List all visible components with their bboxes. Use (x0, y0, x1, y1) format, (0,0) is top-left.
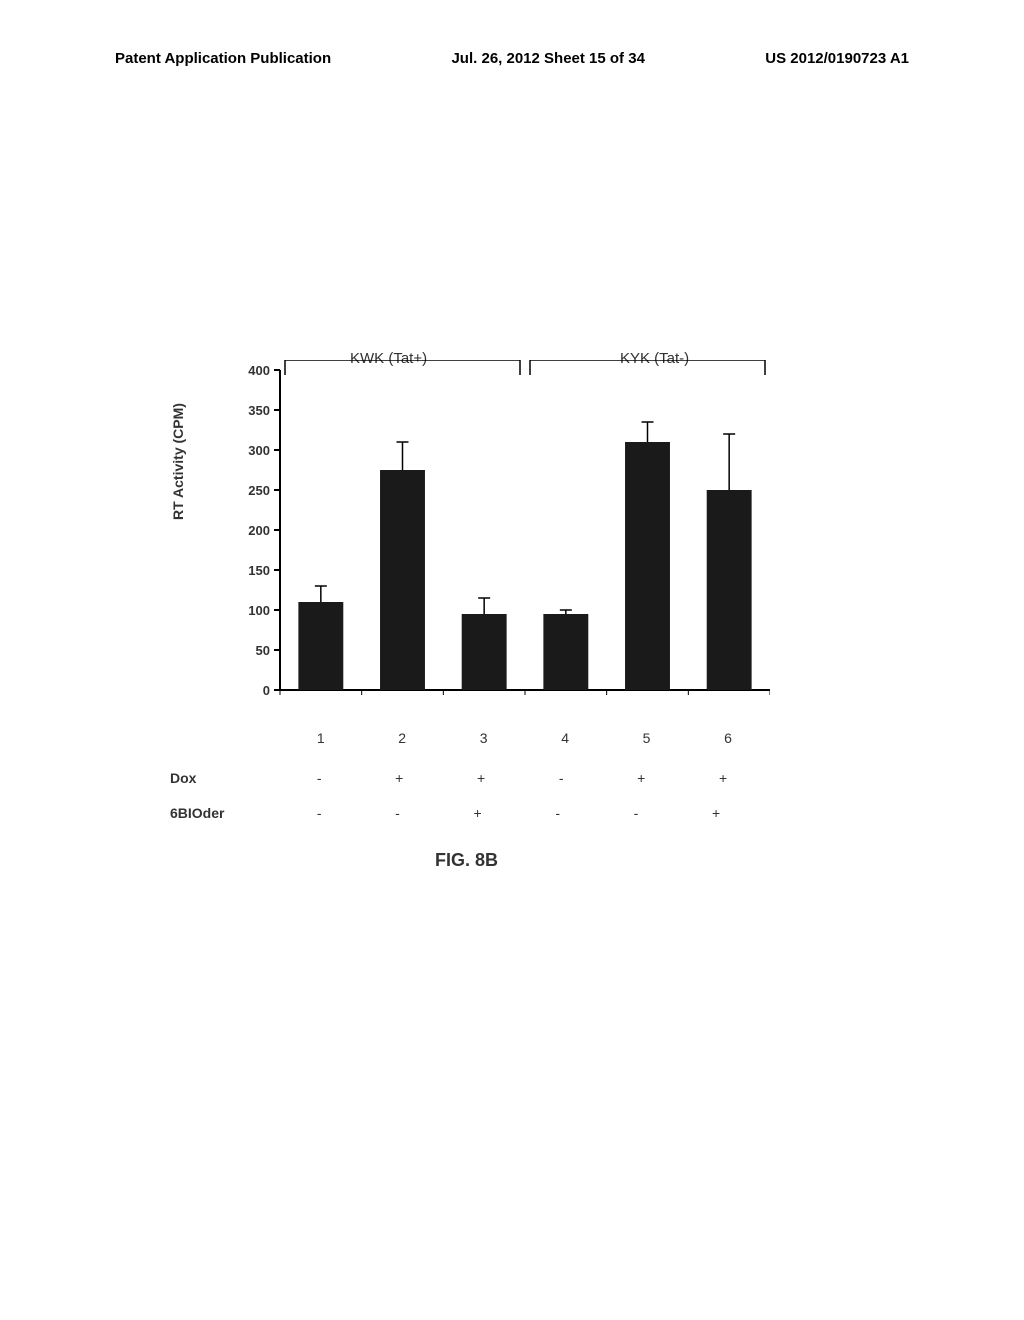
svg-text:50: 50 (256, 643, 270, 658)
bar-4 (543, 614, 588, 690)
condition-symbol: - (555, 805, 560, 821)
svg-text:400: 400 (248, 363, 270, 378)
svg-text:350: 350 (248, 403, 270, 418)
header-left: Patent Application Publication (115, 50, 331, 67)
bar-chart: 0 50 100 150 200 250 300 350 400 (210, 360, 770, 720)
x-label-3: 3 (480, 730, 488, 746)
x-label-6: 6 (724, 730, 732, 746)
svg-text:250: 250 (248, 483, 270, 498)
condition-symbol: - (317, 770, 322, 786)
bar-3 (462, 614, 507, 690)
condition-symbol: - (317, 805, 322, 821)
bar-6 (707, 490, 752, 690)
figure-label: FIG. 8B (435, 850, 498, 871)
condition-symbol: + (637, 770, 645, 786)
condition-symbol: + (473, 805, 481, 821)
y-axis-label: RT Activity (CPM) (170, 403, 186, 520)
header-right: US 2012/0190723 A1 (765, 50, 909, 67)
bar-5 (625, 442, 670, 690)
condition-label-dox: Dox (170, 770, 196, 786)
svg-text:0: 0 (263, 683, 270, 698)
svg-text:100: 100 (248, 603, 270, 618)
condition-label-6bioder: 6BIOder (170, 805, 224, 821)
header-center: Jul. 26, 2012 Sheet 15 of 34 (451, 50, 644, 67)
condition-symbol: - (395, 805, 400, 821)
condition-symbol: + (477, 770, 485, 786)
bar-2 (380, 470, 425, 690)
condition-symbol: - (634, 805, 639, 821)
x-label-5: 5 (643, 730, 651, 746)
svg-text:300: 300 (248, 443, 270, 458)
x-label-2: 2 (398, 730, 406, 746)
x-axis-labels: 1 2 3 4 5 6 (317, 730, 732, 746)
condition-symbol: + (719, 770, 727, 786)
x-label-1: 1 (317, 730, 325, 746)
condition-symbol: + (712, 805, 720, 821)
condition-symbol: + (395, 770, 403, 786)
condition-symbol: - (559, 770, 564, 786)
x-label-4: 4 (561, 730, 569, 746)
svg-text:150: 150 (248, 563, 270, 578)
bar-1 (298, 602, 343, 690)
svg-text:200: 200 (248, 523, 270, 538)
